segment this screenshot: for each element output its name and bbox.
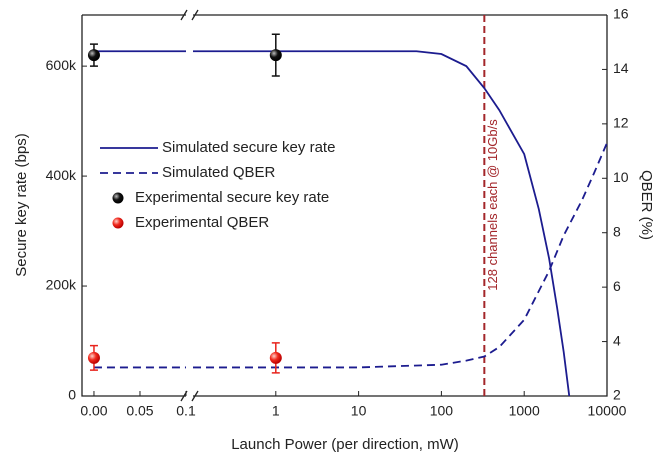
x-tick-label: 10000 xyxy=(588,403,627,419)
x-tick-label: 100 xyxy=(430,403,454,419)
y-tick-label: 600k xyxy=(46,57,77,73)
legend-marker xyxy=(112,192,124,204)
y2-tick-label: 6 xyxy=(613,278,621,294)
y2-tick-label: 16 xyxy=(613,6,629,22)
y2-tick-label: 10 xyxy=(613,169,629,185)
legend-marker xyxy=(112,217,124,229)
y2-tick-label: 2 xyxy=(613,387,621,403)
y-tick-label: 0 xyxy=(68,387,76,403)
y-axis-title: Secure key rate (bps) xyxy=(13,133,30,276)
axis-break xyxy=(180,9,199,21)
x-tick-label: 10 xyxy=(351,403,367,419)
data-point xyxy=(269,351,282,364)
x-tick-label: 1 xyxy=(272,403,280,419)
x-tick-label: 0.00 xyxy=(80,403,107,419)
data-point xyxy=(87,351,100,364)
axis-break xyxy=(180,390,199,402)
data-point xyxy=(269,49,282,62)
x-axis-title: Launch Power (per direction, mW) xyxy=(231,436,459,453)
annotation-text: 128 channels each @ 10Gb/s xyxy=(485,119,500,291)
legend-label: Experimental QBER xyxy=(135,214,269,231)
x-tick-label: 0.05 xyxy=(126,403,153,419)
y-tick-label: 200k xyxy=(46,277,77,293)
legend-label: Experimental secure key rate xyxy=(135,189,329,206)
y2-tick-label: 8 xyxy=(613,223,621,239)
y-tick-label: 400k xyxy=(46,167,77,183)
legend-label: Simulated QBER xyxy=(162,164,276,181)
x-tick-label: 1000 xyxy=(509,403,540,419)
data-point xyxy=(87,49,100,62)
y2-tick-label: 14 xyxy=(613,60,629,76)
x-tick-label: 0.1 xyxy=(176,403,196,419)
legend-label: Simulated secure key rate xyxy=(162,139,335,156)
y2-axis-title: QBER (%) xyxy=(638,170,655,240)
series-line xyxy=(193,50,571,397)
y2-tick-label: 12 xyxy=(613,115,629,131)
y2-tick-label: 4 xyxy=(613,332,621,348)
